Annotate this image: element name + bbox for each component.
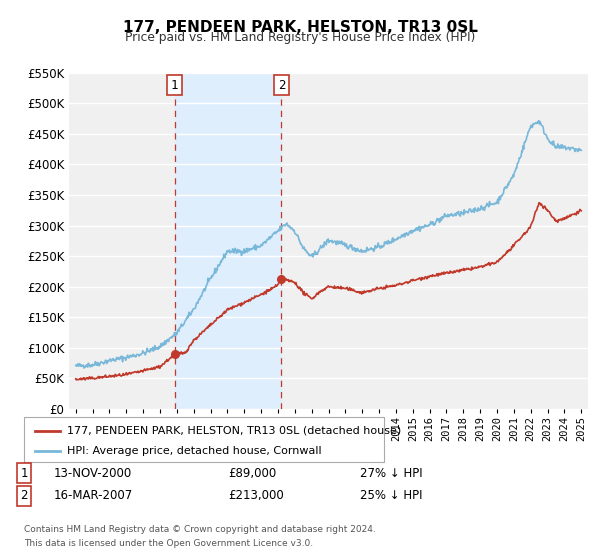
Text: 16-MAR-2007: 16-MAR-2007 [54, 489, 133, 502]
Text: 177, PENDEEN PARK, HELSTON, TR13 0SL (detached house): 177, PENDEEN PARK, HELSTON, TR13 0SL (de… [67, 426, 401, 436]
Text: Price paid vs. HM Land Registry's House Price Index (HPI): Price paid vs. HM Land Registry's House … [125, 31, 475, 44]
Text: HPI: Average price, detached house, Cornwall: HPI: Average price, detached house, Corn… [67, 446, 322, 456]
Text: This data is licensed under the Open Government Licence v3.0.: This data is licensed under the Open Gov… [24, 539, 313, 548]
Text: 2: 2 [20, 489, 28, 502]
Text: Contains HM Land Registry data © Crown copyright and database right 2024.: Contains HM Land Registry data © Crown c… [24, 525, 376, 534]
Text: 1: 1 [20, 466, 28, 480]
Text: 1: 1 [171, 78, 178, 91]
FancyBboxPatch shape [24, 417, 384, 462]
Text: £89,000: £89,000 [228, 466, 276, 480]
Text: 13-NOV-2000: 13-NOV-2000 [54, 466, 132, 480]
Text: 2: 2 [278, 78, 285, 91]
Text: £213,000: £213,000 [228, 489, 284, 502]
Text: 25% ↓ HPI: 25% ↓ HPI [360, 489, 422, 502]
Text: 27% ↓ HPI: 27% ↓ HPI [360, 466, 422, 480]
Bar [175, 73, 281, 409]
Text: 177, PENDEEN PARK, HELSTON, TR13 0SL: 177, PENDEEN PARK, HELSTON, TR13 0SL [122, 20, 478, 35]
